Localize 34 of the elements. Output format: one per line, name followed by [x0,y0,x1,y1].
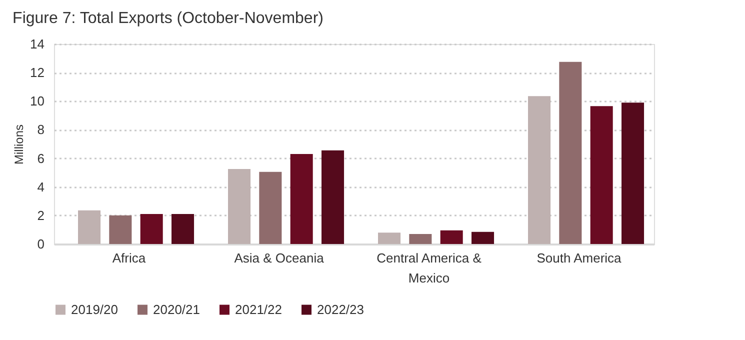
y-tick-label: 2 [37,208,44,223]
bar [378,232,401,244]
chart-title: Figure 7: Total Exports (October-November) [12,10,324,27]
bar [109,215,132,244]
bar [409,234,432,244]
x-tick-label: Central America & Mexico [376,250,482,286]
x-tick-label: Asia & Oceania [234,250,325,266]
bar [528,96,551,244]
bar [78,210,101,244]
y-tick-label: 14 [30,36,44,52]
bar [172,214,194,244]
bar [472,232,494,244]
legend-label: 2019/20 [71,302,118,317]
bar [440,230,463,244]
legend-label: 2021/22 [235,302,282,317]
bar [290,154,313,244]
y-tick-label: 0 [37,236,44,252]
bar [559,62,582,244]
y-tick-label: 6 [37,150,44,166]
y-tick-label: 4 [37,179,44,194]
y-tick-label: 8 [37,122,44,138]
bar [259,172,282,244]
y-tick-label: 12 [30,65,44,80]
y-axis-title: Millions [12,124,26,165]
bar [622,102,644,244]
y-tick-label: 10 [30,94,44,109]
x-tick-label: Africa [112,250,146,266]
legend-label: 2022/23 [317,302,364,317]
legend-label: 2020/21 [153,302,200,317]
bar [228,169,251,244]
bar [322,150,344,244]
bar [590,106,613,244]
bar [140,214,163,244]
x-tick-label: South America [536,250,622,266]
